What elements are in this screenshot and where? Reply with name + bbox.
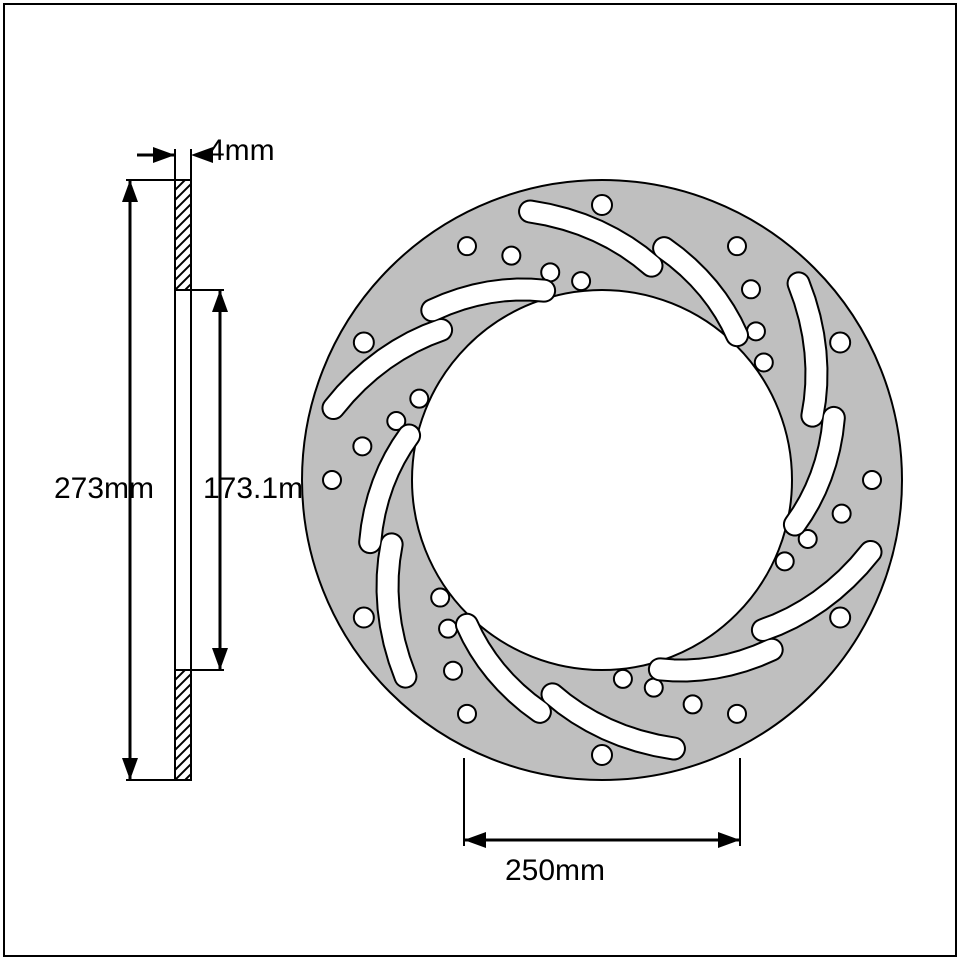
dimension-label: 4mm — [208, 134, 275, 167]
cooling-hole — [323, 471, 341, 489]
cooling-hole — [684, 695, 702, 713]
mount-hole — [592, 195, 612, 215]
cooling-hole — [439, 620, 457, 638]
cooling-hole — [353, 437, 371, 455]
arrow-head — [122, 758, 138, 780]
mount-hole — [354, 333, 374, 353]
arrow-head — [153, 147, 175, 163]
dimension-label: 250mm — [505, 854, 605, 887]
cooling-hole — [614, 670, 632, 688]
cooling-hole — [410, 390, 428, 408]
cooling-hole — [458, 705, 476, 723]
cooling-hole — [728, 237, 746, 255]
mount-hole — [830, 333, 850, 353]
cooling-hole — [728, 705, 746, 723]
dimension-label: 273mm — [54, 472, 154, 505]
arrow-head — [718, 832, 740, 848]
brake-disc-front-view — [302, 180, 902, 780]
cooling-hole — [863, 471, 881, 489]
cooling-hole — [742, 280, 760, 298]
arrow-head — [212, 290, 228, 312]
cooling-hole — [776, 552, 794, 570]
mount-hole — [830, 608, 850, 628]
cooling-hole — [755, 353, 773, 371]
arrow-head — [122, 180, 138, 202]
cooling-hole — [833, 505, 851, 523]
side-bar — [175, 180, 191, 780]
cooling-hole — [572, 272, 590, 290]
cooling-hole — [458, 237, 476, 255]
cooling-hole — [431, 589, 449, 607]
brake-disc-side-view — [173, 162, 193, 812]
cooling-hole — [502, 247, 520, 265]
arrow-head — [212, 648, 228, 670]
cooling-hole — [747, 322, 765, 340]
mount-hole — [354, 608, 374, 628]
arrow-head — [464, 832, 486, 848]
cooling-hole — [444, 662, 462, 680]
dimension-label: 173.1m — [203, 472, 303, 505]
mount-hole — [592, 745, 612, 765]
